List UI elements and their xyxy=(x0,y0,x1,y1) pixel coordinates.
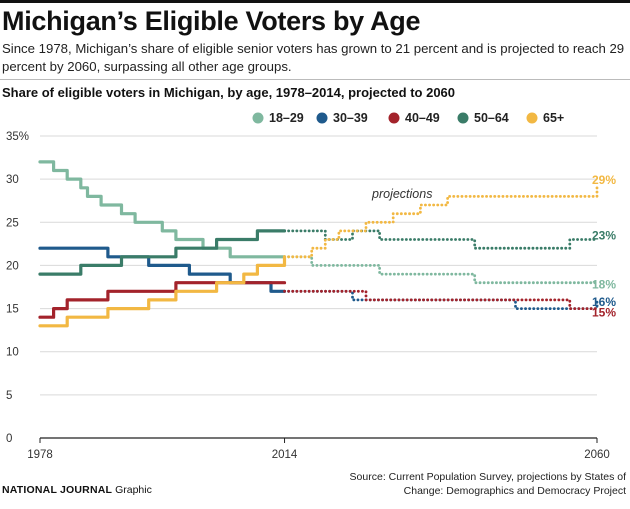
legend-label-65+: 65+ xyxy=(543,111,564,125)
end-label-65+: 29% xyxy=(592,173,616,187)
projections-label: projections xyxy=(371,187,432,201)
legend-swatch-30-39 xyxy=(316,112,328,124)
series-line-18-29 xyxy=(38,160,287,259)
legend-label-18-29: 18–29 xyxy=(269,111,304,125)
end-label-18-29: 18% xyxy=(592,278,616,292)
y-tick-label: 20 xyxy=(6,260,19,272)
brand-name: NATIONAL JOURNAL xyxy=(2,484,113,496)
divider xyxy=(0,79,630,80)
y-tick-label: 0 xyxy=(6,433,12,445)
x-tick-label: 2014 xyxy=(272,449,298,461)
series-projection-50-64 xyxy=(283,229,599,250)
legend-label-30-39: 30–39 xyxy=(333,111,368,125)
end-label-50-64: 23% xyxy=(592,229,616,243)
series-projection-40-49 xyxy=(283,289,599,310)
series-line-50-64 xyxy=(38,229,287,276)
series-line-65+ xyxy=(38,255,287,328)
legend-swatch-65+ xyxy=(526,112,538,124)
x-tick-label: 1978 xyxy=(27,449,53,461)
top-rule xyxy=(0,0,630,3)
legend-swatch-40-49 xyxy=(388,112,400,124)
footer-brand: NATIONAL JOURNAL Graphic xyxy=(2,484,152,496)
y-tick-label: 30 xyxy=(6,174,19,186)
page-subtitle: Since 1978, Michigan’s share of eligible… xyxy=(2,41,625,74)
y-tick-label: 5 xyxy=(6,390,12,402)
series-line-30-39 xyxy=(38,246,287,293)
y-tick-label: 15 xyxy=(6,304,19,316)
legend-label-40-49: 40–49 xyxy=(405,111,440,125)
series-projection-18-29 xyxy=(283,255,599,285)
legend-label-50-64: 50–64 xyxy=(474,111,509,125)
y-tick-label: 25 xyxy=(6,217,19,229)
y-tick-label: 10 xyxy=(6,347,19,359)
legend-swatch-50-64 xyxy=(457,112,469,124)
brand-suffix: Graphic xyxy=(115,484,152,496)
end-label-30-39: 16% xyxy=(592,295,616,309)
page-title: Michigan’s Eligible Voters by Age xyxy=(2,6,421,36)
legend-swatch-18-29 xyxy=(252,112,264,124)
chart-title: Share of eligible voters in Michigan, by… xyxy=(2,85,456,100)
series-projection-65+ xyxy=(283,186,599,259)
source-note: Source: Current Population Survey, proje… xyxy=(349,471,626,497)
end-label-40-49: 15% xyxy=(592,306,616,320)
y-tick-label: 35% xyxy=(6,131,29,143)
x-tick-label: 2060 xyxy=(584,449,610,461)
